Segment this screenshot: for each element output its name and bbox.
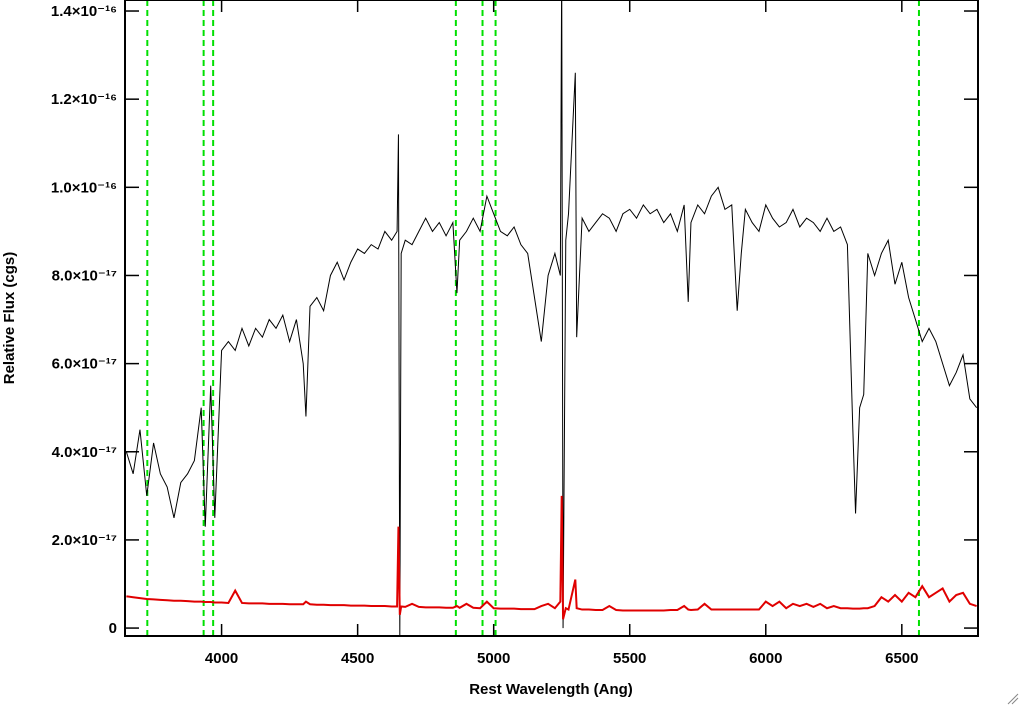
y-tick-label: 8.0×10⁻¹⁷	[52, 267, 117, 284]
y-tick-label: 1.2×10⁻¹⁶	[51, 91, 117, 108]
x-tick-label: 5000	[477, 650, 510, 667]
y-tick-label: 1.4×10⁻¹⁶	[51, 3, 117, 20]
x-tick-label: 6500	[885, 650, 918, 667]
y-tick-label: 0	[109, 620, 117, 637]
x-tick-label: 4000	[205, 650, 238, 667]
x-tick-label: 4500	[341, 650, 374, 667]
y-tick-label: 4.0×10⁻¹⁷	[52, 444, 117, 461]
y-axis-title: Relative Flux (cgs)	[1, 252, 18, 385]
spectrum-line	[126, 495, 977, 620]
x-axis-title: Rest Wavelength (Ang)	[469, 681, 633, 698]
y-tick-label: 6.0×10⁻¹⁷	[52, 356, 117, 373]
plot-frame	[124, 0, 979, 637]
plot-area	[125, 0, 978, 636]
resize-grip[interactable]	[1007, 693, 1019, 705]
y-tick-label: 1.0×10⁻¹⁶	[51, 179, 117, 196]
x-tick-label: 5500	[613, 650, 646, 667]
spectrum-line	[125, 0, 978, 636]
y-tick-label: 2.0×10⁻¹⁷	[52, 532, 117, 549]
x-tick-label: 6000	[749, 650, 782, 667]
